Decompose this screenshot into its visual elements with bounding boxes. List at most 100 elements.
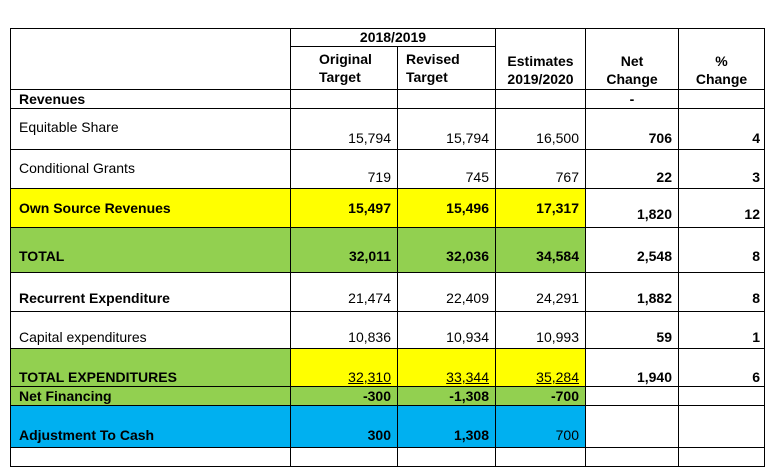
own-source-revised: 15,496 (446, 200, 489, 216)
capital-revised: 10,934 (446, 329, 489, 345)
header-label-cell (10, 28, 291, 90)
capital-original: 10,836 (348, 329, 391, 345)
cell: 719 (290, 149, 398, 189)
adjustment-label: Adjustment To Cash (19, 427, 155, 443)
cell: 2,548 (585, 227, 679, 273)
cell: 8 (678, 227, 765, 273)
total-estimates: 34,584 (536, 248, 579, 264)
cell: 34,584 (495, 227, 586, 273)
cell: 4 (678, 108, 765, 150)
recurrent-label: Recurrent Expenditure (19, 290, 170, 306)
net-financing-label: Net Financing (19, 388, 112, 404)
revenues-net: - (629, 91, 635, 107)
total-exp-revised: 33,344 (446, 369, 489, 385)
cell: 1,882 (585, 272, 679, 312)
row-net-financing-label: Net Financing (10, 386, 291, 406)
header-net-l1: Net (620, 53, 644, 69)
header-pct-change: % Change (678, 28, 765, 90)
cell: 35,284 (495, 348, 586, 387)
cell (495, 447, 586, 467)
cell (495, 89, 586, 109)
equitable-revised: 15,794 (446, 130, 489, 146)
cell: 300 (290, 405, 398, 448)
recurrent-original: 21,474 (348, 290, 391, 306)
row-revenues-label: Revenues (10, 89, 291, 109)
cell: 1 (678, 311, 765, 349)
net-financing-revised: -1,308 (449, 388, 489, 404)
own-source-label: Own Source Revenues (19, 200, 171, 216)
row-capital-label: Capital expenditures (10, 311, 291, 349)
budget-table: 2018/2019 Original Target Revised Target… (10, 28, 765, 467)
cell (678, 386, 765, 406)
conditional-pct: 3 (752, 169, 760, 185)
cell (290, 447, 398, 467)
conditional-label: Conditional Grants (19, 160, 135, 176)
total-exp-label: TOTAL EXPENDITURES (19, 369, 177, 385)
equitable-original: 15,794 (348, 130, 391, 146)
header-revised-l1: Revised (406, 51, 460, 67)
recurrent-estimates: 24,291 (536, 290, 579, 306)
row-total-exp-label: TOTAL EXPENDITURES (10, 348, 291, 387)
cell: 17,317 (495, 188, 586, 228)
row-equitable-label: Equitable Share (10, 108, 291, 150)
total-exp-original: 32,310 (348, 369, 391, 385)
capital-net: 59 (656, 329, 672, 345)
cell: 59 (585, 311, 679, 349)
conditional-original: 719 (367, 169, 391, 185)
row-conditional-label: Conditional Grants (10, 149, 291, 189)
cell: 15,794 (290, 108, 398, 150)
cell (290, 89, 398, 109)
total-exp-pct: 6 (752, 369, 760, 385)
adjustment-original: 300 (367, 427, 391, 443)
total-original: 32,011 (348, 248, 391, 264)
equitable-label: Equitable Share (19, 119, 119, 135)
header-pct-l1: % (715, 53, 728, 69)
cell (397, 89, 496, 109)
cell: 15,497 (290, 188, 398, 228)
conditional-revised: 745 (465, 169, 489, 185)
header-estimates-l1: Estimates (507, 53, 574, 69)
cell: 1,308 (397, 405, 496, 448)
own-source-net: 1,820 (636, 206, 672, 222)
conditional-net: 22 (656, 169, 672, 185)
cell: 21,474 (290, 272, 398, 312)
cell (585, 447, 679, 467)
adjustment-estimates: 700 (555, 427, 579, 443)
cell: 15,496 (397, 188, 496, 228)
cell: 1,820 (585, 188, 679, 228)
row-adjustment-label: Adjustment To Cash (10, 405, 291, 448)
row-own-source-label: Own Source Revenues (10, 188, 291, 228)
header-year-group: 2018/2019 (290, 28, 496, 47)
cell: -1,308 (397, 386, 496, 406)
conditional-estimates: 767 (555, 169, 579, 185)
cell: -700 (495, 386, 586, 406)
recurrent-pct: 8 (752, 290, 760, 306)
cell (397, 447, 496, 467)
year-group-label: 2018/2019 (359, 29, 427, 45)
cell: 10,836 (290, 311, 398, 349)
capital-pct: 1 (752, 329, 760, 345)
total-exp-net: 1,940 (636, 369, 672, 385)
own-source-estimates: 17,317 (536, 200, 579, 216)
cell: 22 (585, 149, 679, 189)
net-financing-original: -300 (362, 388, 391, 404)
header-revised-l2: Target (406, 69, 448, 85)
cell (10, 447, 291, 467)
header-net-change: Net Change (585, 28, 679, 90)
cell: 22,409 (397, 272, 496, 312)
cell: 767 (495, 149, 586, 189)
net-financing-estimates: -700 (550, 388, 579, 404)
cell: 10,934 (397, 311, 496, 349)
cell: 24,291 (495, 272, 586, 312)
own-source-original: 15,497 (348, 200, 391, 216)
cell: -300 (290, 386, 398, 406)
row-recurrent-label: Recurrent Expenditure (10, 272, 291, 312)
cell (678, 447, 765, 467)
cell (678, 405, 765, 448)
cell: 15,794 (397, 108, 496, 150)
total-pct: 8 (752, 248, 760, 264)
cell: 700 (495, 405, 586, 448)
cell: 12 (678, 188, 765, 228)
cell: 6 (678, 348, 765, 387)
cell: 16,500 (495, 108, 586, 150)
